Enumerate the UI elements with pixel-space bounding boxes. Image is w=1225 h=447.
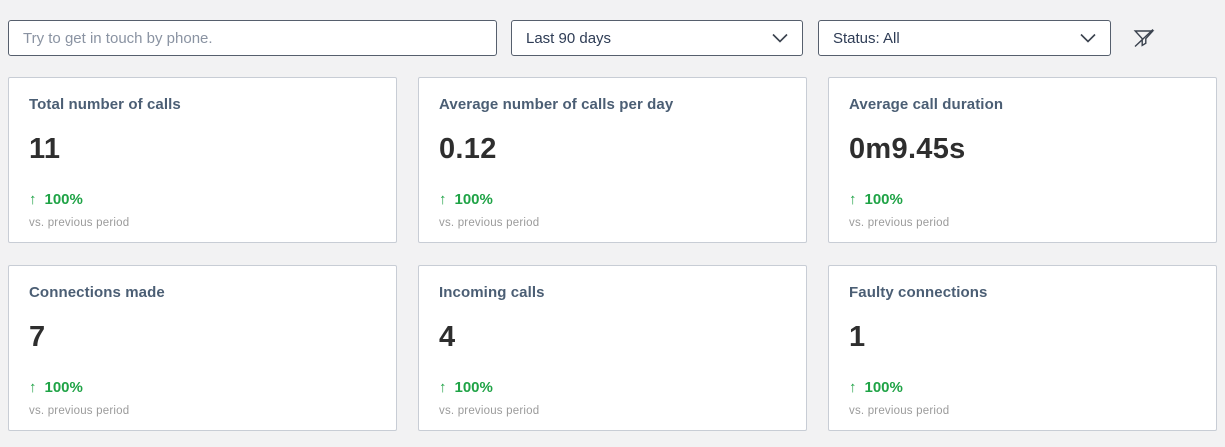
filter-off-icon [1132, 26, 1156, 50]
stat-card-avg-calls-per-day: Average number of calls per day 0.12 ↑ 1… [418, 77, 807, 243]
clear-filter-button[interactable] [1129, 23, 1159, 53]
delta-percent: 100% [864, 379, 903, 396]
card-delta: ↑ 100% [849, 191, 1196, 208]
card-value: 0m9.45s [849, 133, 966, 165]
card-delta: ↑ 100% [439, 191, 786, 208]
card-caption: vs. previous period [849, 405, 950, 417]
up-arrow-icon: ↑ [29, 191, 37, 208]
card-delta: ↑ 100% [29, 379, 376, 396]
stat-card-faulty-connections: Faulty connections 1 ↑ 100% vs. previous… [828, 265, 1217, 431]
up-arrow-icon: ↑ [439, 191, 447, 208]
card-caption: vs. previous period [29, 405, 130, 417]
card-title: Average number of calls per day [439, 96, 674, 113]
card-delta: ↑ 100% [849, 379, 1196, 396]
card-value: 4 [439, 321, 456, 353]
delta-percent: 100% [454, 191, 493, 208]
delta-percent: 100% [454, 379, 493, 396]
card-value: 7 [29, 321, 46, 353]
card-title: Incoming calls [439, 284, 545, 301]
status-select[interactable]: Status: All [818, 20, 1111, 56]
card-caption: vs. previous period [439, 405, 540, 417]
card-title: Average call duration [849, 96, 1004, 113]
stat-cards-grid: Total number of calls 11 ↑ 100% vs. prev… [0, 56, 1225, 431]
stat-card-avg-call-duration: Average call duration 0m9.45s ↑ 100% vs.… [828, 77, 1217, 243]
delta-percent: 100% [864, 191, 903, 208]
card-title: Faulty connections [849, 284, 988, 301]
card-value: 11 [29, 133, 61, 165]
delta-percent: 100% [44, 191, 83, 208]
chevron-down-icon [1080, 33, 1096, 43]
stat-card-connections-made: Connections made 7 ↑ 100% vs. previous p… [8, 265, 397, 431]
card-delta: ↑ 100% [439, 379, 786, 396]
card-value: 0.12 [439, 133, 497, 165]
card-caption: vs. previous period [439, 217, 540, 229]
up-arrow-icon: ↑ [849, 191, 857, 208]
up-arrow-icon: ↑ [849, 379, 857, 396]
filter-toolbar: Last 90 days Status: All [0, 0, 1225, 56]
card-caption: vs. previous period [29, 217, 130, 229]
up-arrow-icon: ↑ [439, 379, 447, 396]
delta-percent: 100% [44, 379, 83, 396]
card-value: 1 [849, 321, 866, 353]
card-caption: vs. previous period [849, 217, 950, 229]
card-delta: ↑ 100% [29, 191, 376, 208]
status-value: Status: All [833, 29, 900, 47]
stat-card-total-calls: Total number of calls 11 ↑ 100% vs. prev… [8, 77, 397, 243]
up-arrow-icon: ↑ [29, 379, 37, 396]
date-range-value: Last 90 days [526, 29, 612, 47]
search-input[interactable] [8, 20, 497, 56]
card-title: Total number of calls [29, 96, 181, 113]
date-range-select[interactable]: Last 90 days [511, 20, 803, 56]
stat-card-incoming-calls: Incoming calls 4 ↑ 100% vs. previous per… [418, 265, 807, 431]
card-title: Connections made [29, 284, 165, 301]
chevron-down-icon [772, 33, 788, 43]
